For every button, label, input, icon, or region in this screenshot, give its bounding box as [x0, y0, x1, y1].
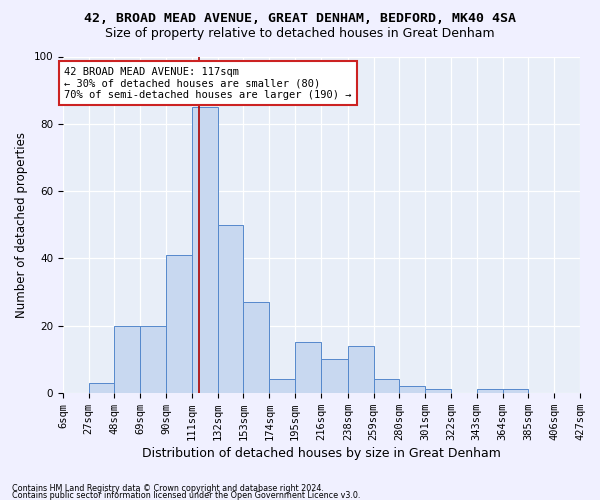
- Bar: [425, 390, 451, 393]
- X-axis label: Distribution of detached houses by size in Great Denham: Distribution of detached houses by size …: [142, 447, 501, 460]
- Bar: [269, 380, 295, 393]
- Bar: [321, 359, 348, 393]
- Bar: [400, 386, 425, 393]
- Bar: [115, 326, 140, 393]
- Bar: [477, 390, 503, 393]
- Bar: [140, 326, 166, 393]
- Text: 42 BROAD MEAD AVENUE: 117sqm
← 30% of detached houses are smaller (80)
70% of se: 42 BROAD MEAD AVENUE: 117sqm ← 30% of de…: [64, 66, 352, 100]
- Bar: [192, 107, 218, 393]
- Text: Size of property relative to detached houses in Great Denham: Size of property relative to detached ho…: [105, 26, 495, 40]
- Bar: [166, 255, 192, 393]
- Bar: [503, 390, 529, 393]
- Bar: [218, 224, 244, 393]
- Bar: [348, 346, 374, 393]
- Text: 42, BROAD MEAD AVENUE, GREAT DENHAM, BEDFORD, MK40 4SA: 42, BROAD MEAD AVENUE, GREAT DENHAM, BED…: [84, 12, 516, 24]
- Y-axis label: Number of detached properties: Number of detached properties: [15, 132, 28, 318]
- Text: Contains HM Land Registry data © Crown copyright and database right 2024.: Contains HM Land Registry data © Crown c…: [12, 484, 324, 493]
- Bar: [89, 382, 115, 393]
- Text: Contains public sector information licensed under the Open Government Licence v3: Contains public sector information licen…: [12, 491, 361, 500]
- Bar: [295, 342, 321, 393]
- Bar: [244, 302, 269, 393]
- Bar: [374, 380, 400, 393]
